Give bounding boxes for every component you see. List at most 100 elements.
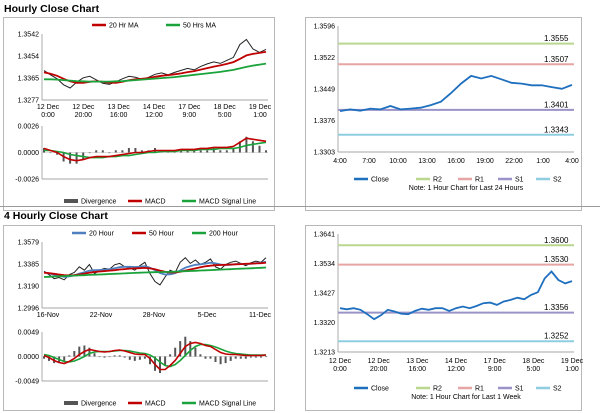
hourly-macd-divergence-bar <box>193 150 196 153</box>
four-hourly-macd-divergence-bar <box>159 356 161 373</box>
four-hourly-macd-legend-1-label: MACD <box>145 401 166 408</box>
last24-level-label-s2: 1.3343 <box>544 125 569 134</box>
last24-legend-r1-label: R1 <box>475 177 484 184</box>
four-hourly-macd-divergence-bar <box>73 351 76 357</box>
four-hourly-price-y-tick: 1.3385 <box>18 262 40 269</box>
four-hourly-macd-divergence-bar <box>108 356 111 358</box>
last-week-legend-close-label: Close <box>371 386 389 393</box>
last-week-chart: 1.3641 1.3534 1.3427 1.3320 1.3213 1.3600 1.35… <box>314 232 584 402</box>
last-week-x-tick: 5:00 <box>527 366 541 373</box>
hourly-macd-chart: 0.0026 0.0000 -0.0026 Divergence MACD MACD Si… <box>15 124 268 206</box>
hourly-macd-legend-2-label: MACD Signal Line <box>199 199 256 206</box>
last24-legend-r2-label: R2 <box>433 177 442 184</box>
last-week-x-tick: 13 Dec <box>406 358 429 365</box>
four-hourly-macd-divergence-bar <box>88 347 91 357</box>
four-hourly-macd-y-tick: 0.0000 <box>18 354 40 361</box>
last24-chart-panel: 1.3596 1.3522 1.3449 1.3376 1.3303 1.3555 1.35… <box>305 17 582 211</box>
four-hourly-macd-divergence-bar <box>224 356 227 364</box>
hourly-macd-divergence-bar <box>186 150 189 153</box>
four-hourly-section-title: 4 Hourly Close Chart <box>4 210 108 222</box>
last24-y-tick: 1.3449 <box>314 87 336 94</box>
last24-x-tick: 19:00 <box>476 158 494 165</box>
four-hourly-price-y-tick: 1.3190 <box>18 284 40 291</box>
last24-x-tick: 4:00 <box>565 158 579 165</box>
last24-x-tick: 10:00 <box>389 158 407 165</box>
last-week-y-tick: 1.3427 <box>314 291 336 298</box>
hourly-price-x-tick: 5:00 <box>218 112 232 119</box>
four-hourly-macd-divergence-bar <box>214 356 217 362</box>
last24-legend-s2-label: S2 <box>553 177 562 184</box>
last24-x-tick: 16:00 <box>447 158 465 165</box>
last-week-close-line <box>339 270 573 321</box>
four-hourly-macd-divergence-bar <box>265 356 267 358</box>
last-week-x-tick: 19 Dec <box>561 358 584 365</box>
last-week-x-tick: 9:00 <box>488 366 502 373</box>
hourly-price-x-tick: 19 Dec <box>249 104 272 111</box>
section-divider <box>0 206 600 207</box>
four-hourly-macd-chart: 0.0049 0.0000 -0.0049 Divergence MACD MACD Si… <box>15 330 268 408</box>
four-hourly-macd-y-tick: 0.0049 <box>18 330 40 337</box>
hourly-macd-divergence-bar <box>121 150 124 153</box>
hourly-price-y-tick: 1.3277 <box>18 98 40 105</box>
hourly-macd-divergence-bar <box>75 152 78 164</box>
hourly-macd-divergence-bar <box>140 150 143 153</box>
four-hourly-price-series-50-hour <box>43 261 267 277</box>
four-hourly-price-x-tick: 11-Dec <box>249 312 272 319</box>
last24-y-tick: 1.3522 <box>314 55 336 62</box>
four-hourly-price-legend-0-label: 20 Hour <box>89 231 115 238</box>
hourly-macd-divergence-bar <box>101 150 104 153</box>
hourly-macd-divergence-bar <box>114 150 117 153</box>
four-hourly-macd-divergence-bar <box>174 347 177 357</box>
four-hourly-macd-divergence-bar <box>194 347 197 357</box>
last-week-x-tick: 12:00 <box>447 366 465 373</box>
four-hourly-macd-divergence-bar <box>169 354 172 357</box>
hourly-price-x-tick: 12 Dec <box>72 104 95 111</box>
hourly-price-x-tick: 0:00 <box>41 112 55 119</box>
four-hourly-macd-divergence-bar <box>63 356 66 361</box>
last-week-x-tick: 20:00 <box>370 366 388 373</box>
four-hourly-price-legend-1-label: 50 Hour <box>149 231 175 238</box>
four-hourly-macd-divergence-bar <box>239 356 242 359</box>
last-week-y-tick: 1.3320 <box>314 320 336 327</box>
last24-y-tick: 1.3303 <box>314 150 336 157</box>
four-hourly-macd-divergence-bar <box>98 356 101 358</box>
last24-x-tick: 1:00 <box>536 158 550 165</box>
hourly-macd-divergence-bar <box>108 152 111 154</box>
four-hourly-macd-divergence-bar <box>260 356 262 358</box>
last24-x-tick: 22:00 <box>505 158 523 165</box>
last24-level-label-s1: 1.3401 <box>544 100 569 109</box>
hourly-macd-divergence-bar <box>127 148 130 153</box>
four-hourly-price-y-tick: 1.2996 <box>18 306 40 313</box>
last-week-x-tick: 12 Dec <box>368 358 391 365</box>
hourly-macd-divergence-bar <box>199 150 202 153</box>
hourly-macd-y-tick: 0.0026 <box>18 124 40 131</box>
four-hourly-macd-divergence-bar <box>149 356 151 365</box>
hourly-macd-divergence-bar <box>212 148 215 153</box>
four-hourly-macd-divergence-bar <box>199 354 202 357</box>
four-hourly-macd-y-tick: -0.0049 <box>15 379 39 386</box>
hourly-macd-divergence-bar <box>49 152 52 154</box>
four-hourly-macd-divergence-bar <box>123 356 126 358</box>
last24-x-tick: 7:00 <box>362 158 376 165</box>
last-week-level-label-s2: 1.3252 <box>544 332 569 341</box>
four-hourly-macd-divergence-bar <box>78 346 81 357</box>
last-week-x-tick: 18 Dec <box>522 358 545 365</box>
four-hourly-macd-divergence-bar <box>118 355 121 357</box>
hourly-macd-divergence-bar <box>232 148 235 153</box>
hourly-price-series-price <box>43 38 267 89</box>
hourly-price-y-tick: 1.3542 <box>18 32 40 39</box>
four-hourly-macd-divergence-bar <box>138 356 141 360</box>
last-week-y-tick: 1.3213 <box>314 350 336 357</box>
hourly-macd-y-tick: 0.0000 <box>18 150 40 157</box>
hourly-macd-legend-0-label: Divergence <box>81 199 117 206</box>
hourly-macd-divergence-bar <box>251 141 254 153</box>
four-hourly-macd-divergence-bar <box>128 356 131 360</box>
hourly-macd-divergence-bar <box>180 150 183 153</box>
last-week-legend-s2-label: S2 <box>553 386 562 393</box>
four-hourly-price-x-tick: 16-Nov <box>37 312 60 319</box>
four-hourly-macd-divergence-bar <box>143 356 146 359</box>
last-week-x-tick: 1:00 <box>565 366 579 373</box>
four-hourly-price-legend-2-label: 200 Hour <box>209 231 238 238</box>
last-week-level-label-s1: 1.3356 <box>544 303 569 312</box>
hourly-price-series-50-hrs-ma <box>44 62 267 83</box>
